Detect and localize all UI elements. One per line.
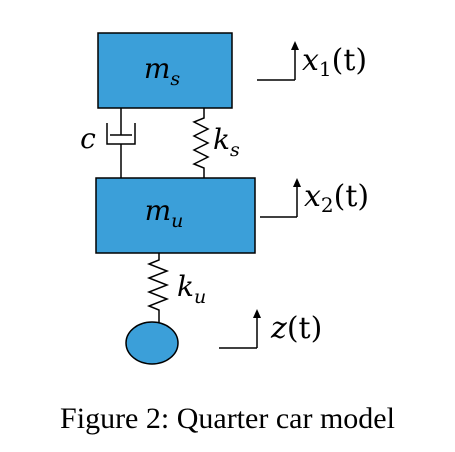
suspension-spring-label: ks xyxy=(213,123,240,161)
displacement-label-x1: x1(t) xyxy=(302,43,367,81)
road-contact-wheel xyxy=(125,321,179,365)
quarter-car-diagram: ms c ks x1(t) mu x2(t) ku xyxy=(80,32,369,365)
unsprung-mass-block xyxy=(95,177,256,254)
suspension-spring xyxy=(192,108,210,178)
displacement-arrow-x2 xyxy=(260,183,298,218)
damper-label: c xyxy=(80,122,96,155)
tire-spring-label: ku xyxy=(177,270,206,308)
arrowhead-z xyxy=(253,309,261,318)
figure-caption: Figure 2: Quarter car model xyxy=(60,402,395,435)
damper xyxy=(106,108,136,178)
displacement-label-z: z(t) xyxy=(270,311,322,346)
displacement-arrow-x1 xyxy=(257,46,296,81)
unsprung-mass-label: mu xyxy=(145,194,184,232)
arrowhead-x2 xyxy=(293,178,301,187)
displacement-label-x2: x2(t) xyxy=(304,179,369,217)
sprung-mass-label: ms xyxy=(144,52,181,90)
tire-spring xyxy=(146,253,170,322)
sprung-mass-block xyxy=(97,32,233,109)
arrowhead-x1 xyxy=(291,41,299,50)
displacement-arrow-z xyxy=(219,314,258,349)
